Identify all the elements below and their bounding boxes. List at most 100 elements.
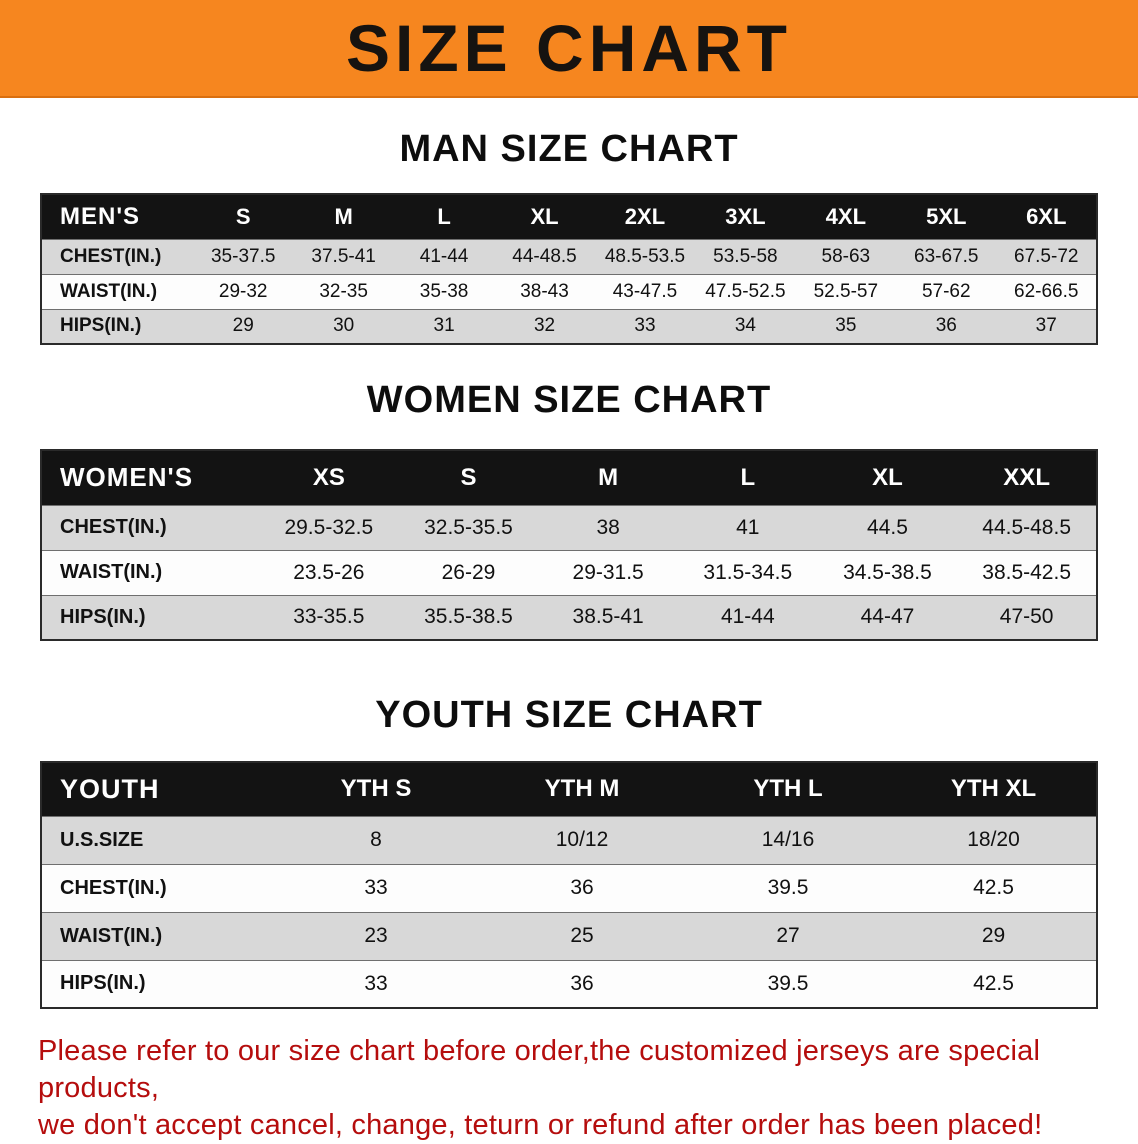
size-header-cell: XL — [872, 463, 903, 491]
footer-disclaimer-line1: Please refer to our size chart before or… — [38, 1035, 1041, 1104]
measurement-value: 41-44 — [720, 605, 775, 629]
measurement-value: 41-44 — [419, 245, 469, 267]
measurement-row: U.S.SIZE 8 10/12 14/16 18/20 — [41, 816, 1097, 864]
measurement-value: 29 — [232, 315, 254, 337]
measurement-value: 35 — [835, 315, 857, 337]
measurement-value: 18/20 — [967, 828, 1020, 851]
measurement-value: 34 — [734, 315, 756, 337]
measurement-value: 44-48.5 — [512, 245, 577, 267]
measurement-value: 31 — [433, 315, 455, 337]
measurement-value: 33 — [364, 876, 388, 899]
measurement-value: 39.5 — [767, 971, 809, 995]
measurement-label: WAIST(IN.) — [60, 561, 163, 583]
measurement-value: 32 — [533, 315, 556, 337]
measurement-value: 42.5 — [973, 876, 1014, 899]
youth-size-table: YOUTH YTH S YTH M YTH L YTH XL U.S.SIZE 8 10/12… — [40, 761, 1098, 1009]
measurement-value: 30 — [333, 315, 355, 337]
men-section-heading: MAN SIZE CHART — [399, 128, 739, 170]
measurement-row: CHEST(IN.) 35-37.5 37.5-41 41-44 44-48.5 48.5… — [41, 239, 1097, 274]
measurement-value: 53.5-58 — [713, 245, 778, 267]
measurement-value: 47-50 — [999, 605, 1054, 629]
measurement-row: CHEST(IN.) 33 36 39.5 42.5 — [41, 864, 1097, 912]
measurement-value: 37.5-41 — [311, 245, 376, 267]
measurement-value: 36 — [570, 971, 594, 995]
footer-disclaimer-line2: we don't accept cancel, change, teturn o… — [38, 1109, 1043, 1141]
size-header-cell: S — [460, 463, 477, 491]
table-title-cell: MEN'S — [60, 202, 141, 230]
measurement-label: CHEST(IN.) — [60, 876, 167, 899]
measurement-value: 27 — [776, 924, 800, 947]
measurement-value: 29 — [981, 924, 1006, 947]
women-size-table: WOMEN'S XS S M L XL XXL CHEST(IN.) 29.5-32.5 32.5… — [40, 449, 1098, 641]
measurement-value: 47.5-52.5 — [705, 280, 786, 302]
measurement-value: 44-47 — [860, 605, 915, 629]
measurement-label: HIPS(IN.) — [60, 972, 146, 995]
measurement-value: 23.5-26 — [293, 560, 365, 584]
measurement-value: 62-66.5 — [1014, 280, 1079, 302]
banner-title: SIZE CHART — [346, 11, 792, 85]
size-header-cell: L — [740, 463, 756, 491]
table-header-row: WOMEN'S XS S M L XL XXL — [41, 450, 1097, 505]
measurement-value: 26-29 — [441, 560, 496, 584]
measurement-row: WAIST(IN.) 23 25 27 29 — [41, 912, 1097, 960]
measurement-value: 35.5-38.5 — [424, 605, 513, 629]
measurement-value: 33 — [634, 315, 656, 337]
measurement-value: 38-43 — [520, 280, 569, 302]
size-header-cell: S — [235, 203, 251, 229]
measurement-value: 35-38 — [419, 280, 469, 302]
measurement-value: 57-62 — [921, 280, 971, 302]
size-header-cell: 3XL — [725, 203, 766, 229]
measurement-row: HIPS(IN.) 33-35.5 35.5-38.5 38.5-41 41-44 44-… — [41, 595, 1097, 640]
measurement-value: 42.5 — [973, 971, 1014, 995]
measurement-value: 32-35 — [319, 280, 368, 302]
measurement-label: WAIST(IN.) — [60, 924, 163, 947]
measurement-value: 38.5-42.5 — [982, 560, 1072, 584]
size-header-cell: XXL — [1003, 463, 1050, 491]
measurement-value: 35-37.5 — [210, 245, 276, 267]
measurement-value: 44.5 — [867, 515, 908, 539]
measurement-value: 10/12 — [555, 828, 609, 851]
size-header-cell: 5XL — [926, 203, 967, 229]
measurement-value: 33-35.5 — [293, 605, 365, 629]
measurement-label: CHEST(IN.) — [60, 516, 167, 538]
measurement-label: WAIST(IN.) — [60, 280, 158, 302]
measurement-value: 29-32 — [218, 280, 268, 302]
measurement-value: 48.5-53.5 — [604, 245, 686, 267]
measurement-value: 44.5-48.5 — [982, 515, 1072, 539]
size-header-cell: XL — [530, 203, 559, 229]
measurement-value: 32.5-35.5 — [424, 515, 513, 539]
size-header-cell: M — [598, 463, 619, 491]
measurement-value: 36 — [935, 315, 957, 337]
measurement-value: 41 — [736, 515, 760, 539]
measurement-value: 8 — [370, 828, 382, 851]
youth-section-heading: YOUTH SIZE CHART — [375, 694, 763, 736]
measurement-value: 58-63 — [821, 245, 871, 267]
size-header-cell: XS — [312, 463, 345, 491]
size-header-cell: YTH XL — [950, 775, 1037, 803]
measurement-value: 23 — [364, 924, 388, 947]
measurement-value: 33 — [364, 971, 388, 995]
measurement-row: HIPS(IN.) 33 36 39.5 42.5 — [41, 960, 1097, 1008]
size-header-cell: YTH L — [753, 775, 823, 803]
measurement-value: 63-67.5 — [914, 245, 979, 267]
size-header-cell: 2XL — [624, 203, 666, 229]
size-header-cell: YTH M — [544, 775, 620, 803]
size-chart-banner: SIZE CHART — [0, 0, 1138, 98]
size-header-cell: M — [334, 203, 353, 229]
measurement-value: 38 — [596, 515, 620, 539]
size-header-cell: YTH S — [340, 775, 412, 803]
measurement-value: 31.5-34.5 — [703, 560, 793, 584]
measurement-label: U.S.SIZE — [60, 828, 144, 851]
measurement-value: 52.5-57 — [813, 280, 879, 302]
measurement-value: 38.5-41 — [572, 605, 644, 629]
table-title-cell: WOMEN'S — [60, 462, 194, 493]
table-header-row: MEN'S S M L XL 2XL 3XL 4XL 5XL 6XL — [41, 194, 1097, 239]
measurement-label: HIPS(IN.) — [60, 315, 142, 337]
measurement-value: 25 — [570, 924, 594, 947]
size-header-cell: 6XL — [1026, 203, 1067, 229]
measurement-value: 43-47.5 — [612, 280, 678, 302]
measurement-label: CHEST(IN.) — [60, 245, 162, 267]
measurement-value: 29.5-32.5 — [284, 515, 374, 539]
table-title-cell: YOUTH — [60, 773, 160, 804]
table-header-row: YOUTH YTH S YTH M YTH L YTH XL — [41, 762, 1097, 816]
